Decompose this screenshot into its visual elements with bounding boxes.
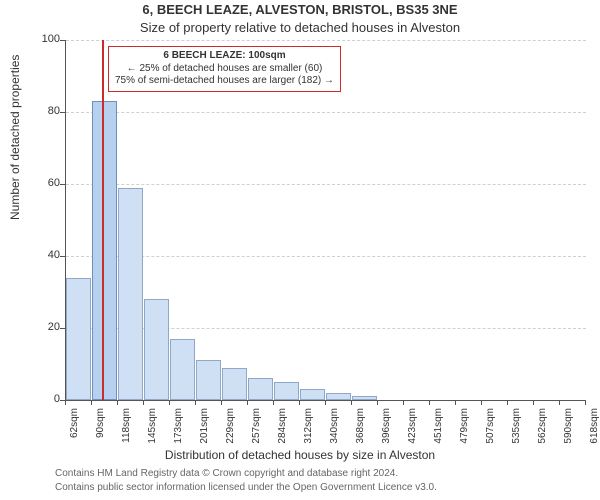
- x-tick-mark: [221, 400, 222, 405]
- callout-line3: 75% of semi-detached houses are larger (…: [115, 75, 334, 88]
- x-tick-mark: [377, 400, 378, 405]
- footer-line2: Contains public sector information licen…: [55, 482, 437, 493]
- histogram-bar: [248, 378, 272, 400]
- y-tick-label: 60: [30, 177, 60, 189]
- y-tick-label: 0: [30, 393, 60, 405]
- x-tick-mark: [533, 400, 534, 405]
- y-tick-mark: [60, 112, 65, 113]
- y-tick-mark: [60, 328, 65, 329]
- y-tick-label: 20: [30, 321, 60, 333]
- x-axis-title: Distribution of detached houses by size …: [0, 448, 600, 462]
- histogram-bar-highlight: [92, 101, 117, 400]
- histogram-bar: [170, 339, 195, 400]
- y-tick-label: 100: [30, 33, 60, 45]
- chart-title-address: 6, BEECH LEAZE, ALVESTON, BRISTOL, BS35 …: [0, 2, 600, 17]
- x-tick-mark: [481, 400, 482, 405]
- x-tick-mark: [507, 400, 508, 405]
- histogram-bar: [118, 188, 142, 400]
- histogram-bar: [326, 393, 351, 400]
- x-tick-mark: [299, 400, 300, 405]
- x-tick-mark: [455, 400, 456, 405]
- chart-container: 6, BEECH LEAZE, ALVESTON, BRISTOL, BS35 …: [0, 0, 600, 500]
- x-tick-mark: [429, 400, 430, 405]
- callout-line2: ← 25% of detached houses are smaller (60…: [115, 63, 334, 76]
- y-axis-title: Number of detached properties: [8, 55, 22, 220]
- x-tick-mark: [65, 400, 66, 405]
- x-tick-mark: [117, 400, 118, 405]
- x-tick-mark: [247, 400, 248, 405]
- y-tick-mark: [60, 40, 65, 41]
- plot-area: [65, 40, 586, 401]
- x-tick-mark: [403, 400, 404, 405]
- y-tick-mark: [60, 184, 65, 185]
- histogram-bar: [144, 299, 169, 400]
- y-tick-label: 40: [30, 249, 60, 261]
- histogram-bar: [352, 396, 377, 400]
- callout-box: 6 BEECH LEAZE: 100sqm ← 25% of detached …: [108, 46, 341, 92]
- x-tick-mark: [143, 400, 144, 405]
- x-tick-mark: [351, 400, 352, 405]
- histogram-bar: [66, 278, 91, 400]
- chart-title-subtitle: Size of property relative to detached ho…: [0, 20, 600, 35]
- histogram-bar: [300, 389, 325, 400]
- y-tick-mark: [60, 256, 65, 257]
- x-tick-mark: [585, 400, 586, 405]
- x-tick-mark: [195, 400, 196, 405]
- histogram-bar: [222, 368, 247, 400]
- histogram-bars: [66, 40, 586, 400]
- histogram-bar: [196, 360, 221, 400]
- callout-line1: 6 BEECH LEAZE: 100sqm: [115, 50, 334, 63]
- x-tick-mark: [273, 400, 274, 405]
- x-tick-mark: [325, 400, 326, 405]
- x-tick-mark: [91, 400, 92, 405]
- y-tick-label: 80: [30, 105, 60, 117]
- x-tick-mark: [559, 400, 560, 405]
- histogram-bar: [274, 382, 299, 400]
- footer-line1: Contains HM Land Registry data © Crown c…: [55, 468, 398, 479]
- reference-line-marker: [102, 40, 104, 400]
- x-tick-mark: [169, 400, 170, 405]
